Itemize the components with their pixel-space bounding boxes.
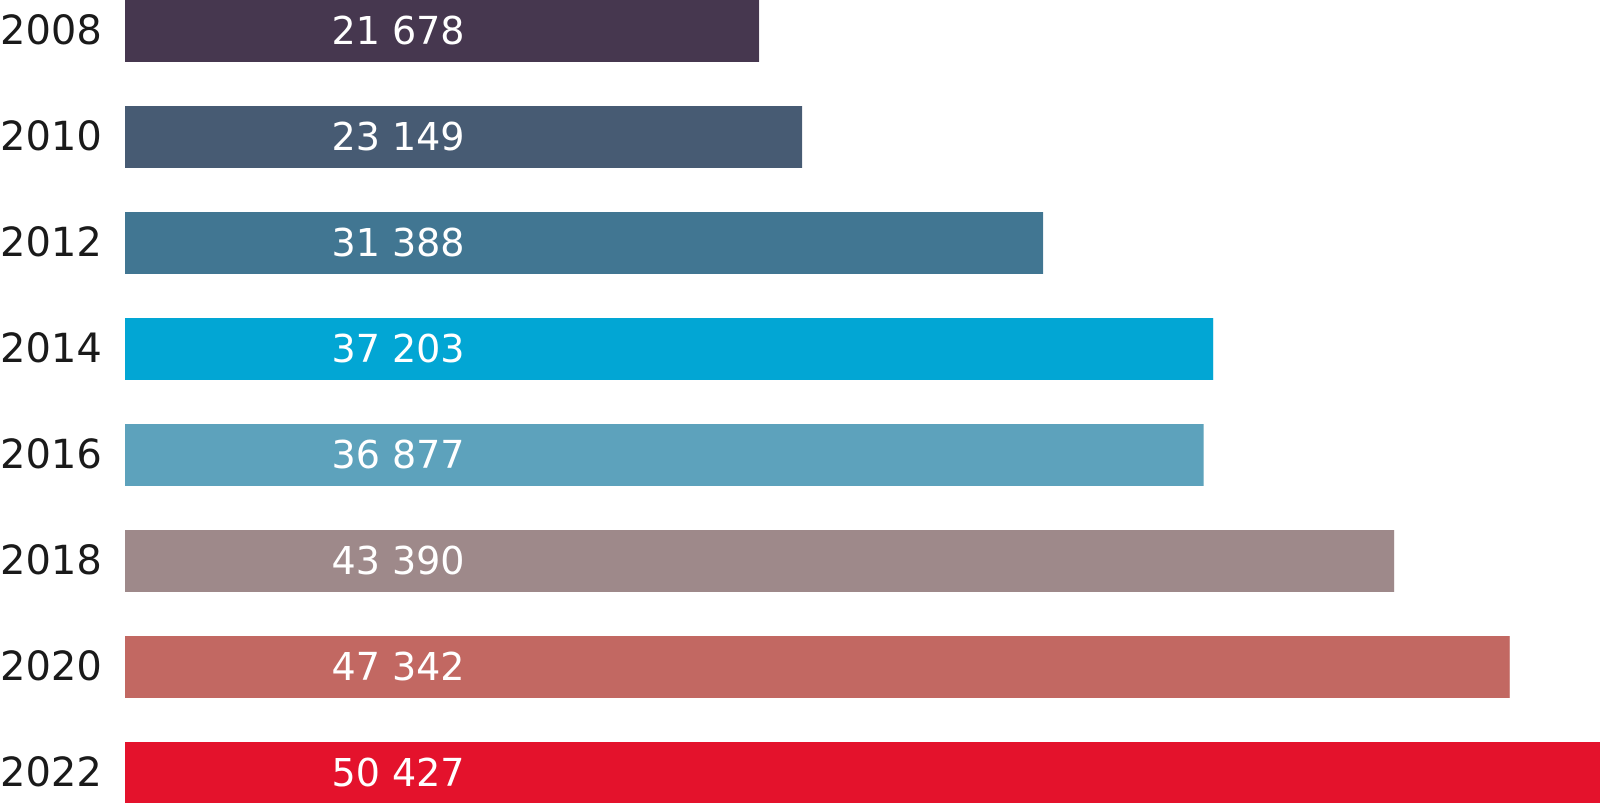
bar-2010: [125, 106, 803, 168]
bar-2018: [125, 530, 1395, 592]
value-label-2022: 50 427: [332, 751, 465, 795]
value-label-2014: 37 203: [332, 327, 465, 371]
category-label-2020: 2020: [0, 644, 102, 690]
category-label-2010: 2010: [0, 114, 102, 160]
value-label-2008: 21 678: [332, 9, 465, 53]
value-label-2020: 47 342: [332, 645, 465, 689]
category-label-2022: 2022: [0, 750, 102, 796]
bar-2020: [125, 636, 1510, 698]
bar-2022: [125, 742, 1600, 803]
category-label-2008: 2008: [0, 8, 102, 54]
bar-2012: [125, 212, 1044, 274]
category-label-2016: 2016: [0, 432, 102, 478]
bar-2016: [125, 424, 1204, 486]
category-label-2012: 2012: [0, 220, 102, 266]
bars-layer: [125, 0, 1600, 803]
value-label-2018: 43 390: [332, 539, 465, 583]
value-label-2010: 23 149: [332, 115, 465, 159]
bar-2014: [125, 318, 1214, 380]
value-label-2012: 31 388: [332, 221, 465, 265]
labels-layer: 2008 21 678 2010 23 149 2012 31 388 2014 37 203…: [0, 8, 464, 796]
value-label-2016: 36 877: [332, 433, 465, 477]
bar-2008: [125, 0, 760, 62]
category-label-2014: 2014: [0, 326, 102, 372]
category-label-2018: 2018: [0, 538, 102, 584]
